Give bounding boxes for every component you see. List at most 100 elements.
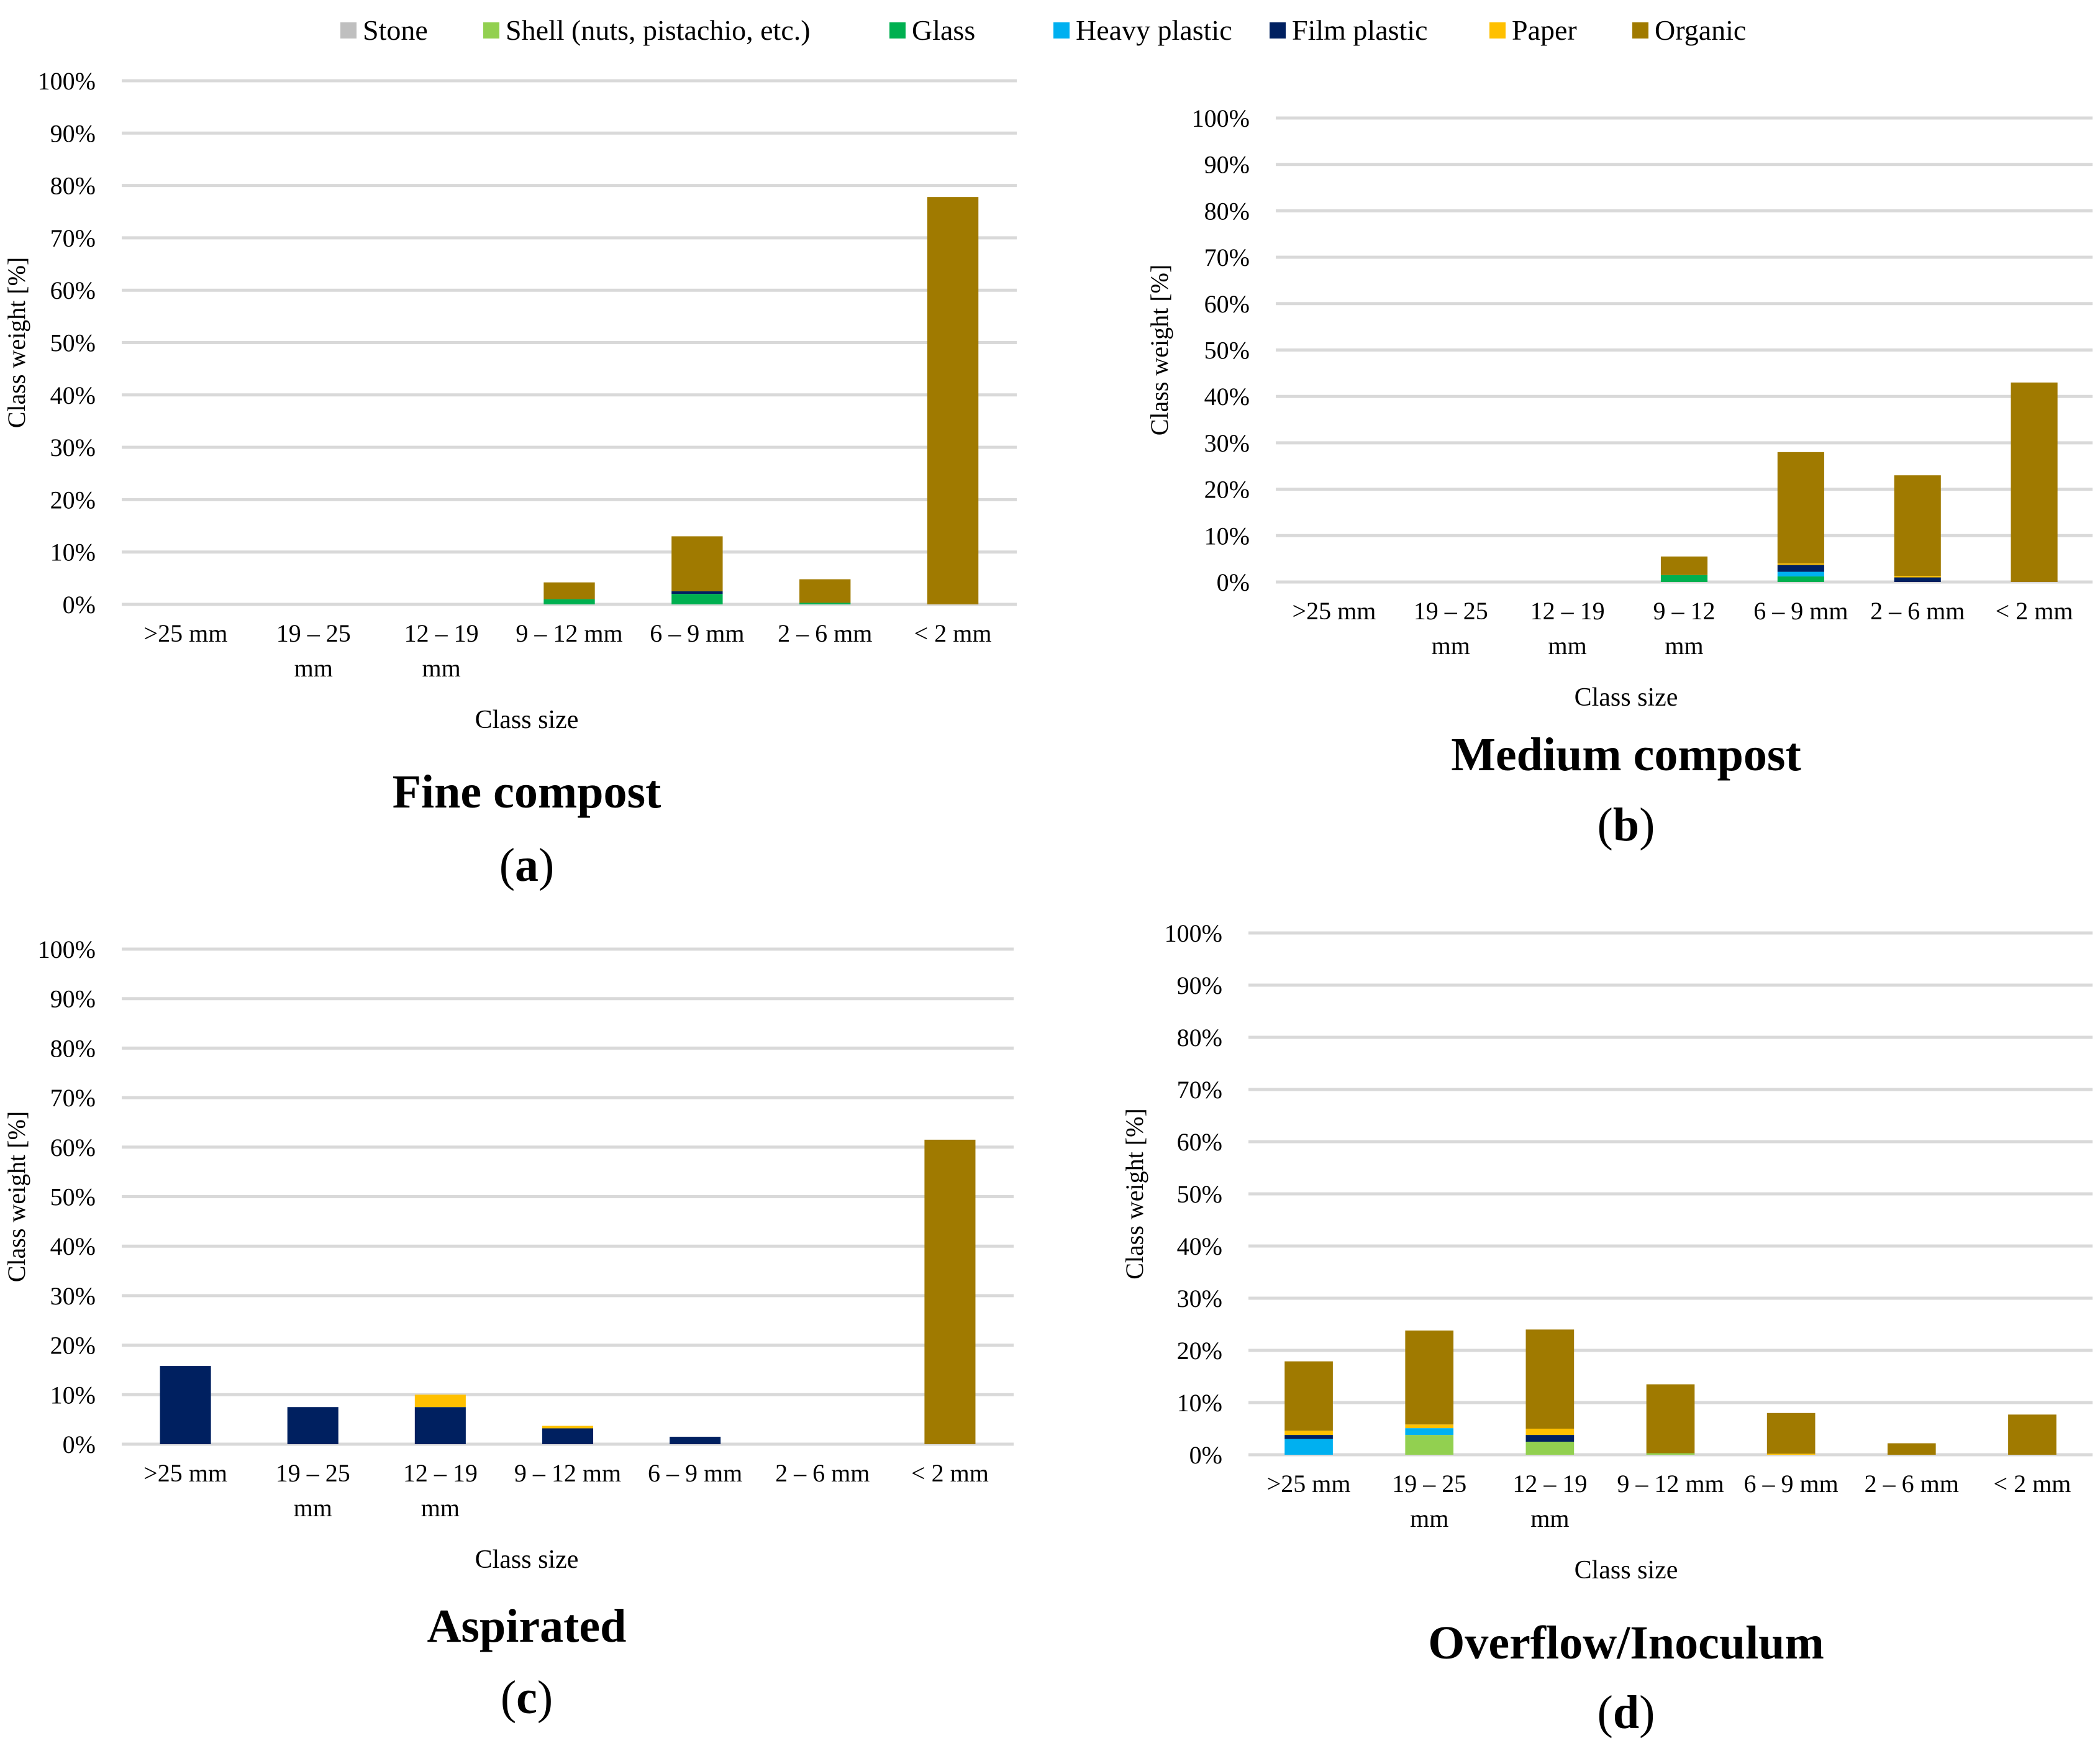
chart-title: Fine compost — [393, 766, 661, 818]
x-tick-label: 9 – 12 mm — [1617, 1470, 1724, 1498]
x-tick-label: 6 – 9 mm — [648, 1459, 742, 1487]
bar-segment-film-plastic — [670, 1437, 721, 1444]
y-tick-label: 90% — [50, 985, 96, 1013]
legend-item-organic: Organic — [1632, 14, 1746, 46]
bar-segment-paper — [1766, 1453, 1816, 1455]
bar-segment-film-plastic — [1777, 565, 1824, 572]
y-tick-label: 70% — [50, 224, 96, 252]
y-tick-label: 10% — [50, 539, 96, 566]
legend: Stone Shell (nuts, pistachio, etc.) Glass H… — [340, 14, 1746, 46]
x-axis-label: Class size — [475, 1545, 579, 1574]
legend-item-paper: Paper — [1489, 14, 1577, 46]
y-tick-label: 100% — [1192, 104, 1250, 132]
x-tick-label: >25 mm — [1293, 597, 1376, 625]
bar-segment-organic — [2008, 1414, 2057, 1455]
x-tick-label: 12 – 19 mm — [1530, 597, 1605, 660]
legend-item-stone: Stone — [340, 14, 428, 46]
y-tick-label: 30% — [50, 434, 96, 462]
chart-title: Overflow/Inoculum — [1428, 1617, 1824, 1669]
y-tick-label: 10% — [1177, 1389, 1222, 1417]
y-axis-label: Class weight [%] — [1145, 265, 1173, 436]
y-tick-label: 0% — [1189, 1441, 1222, 1469]
y-tick-label: 90% — [50, 119, 96, 147]
legend-label: Film plastic — [1292, 14, 1428, 46]
x-tick-label: >25 mm — [144, 619, 228, 647]
x-tick-label: 12 – 19 mm — [404, 619, 479, 682]
bar-segment-glass — [671, 594, 723, 604]
x-tick-label: 6 – 9 mm — [650, 619, 744, 647]
x-axis-label: Class size — [1575, 683, 1678, 712]
x-tick-label: < 2 mm — [914, 619, 992, 647]
bar-segment-paper — [1405, 1424, 1454, 1429]
panel-label: (a) — [499, 839, 555, 891]
x-tick-label: >25 mm — [1267, 1470, 1351, 1498]
legend-item-shell-nuts-pistachio-etc: Shell (nuts, pistachio, etc.) — [483, 14, 811, 46]
bar-segment-organic — [671, 536, 723, 591]
y-tick-label: 0% — [63, 1431, 96, 1458]
y-tick-label: 100% — [1165, 919, 1222, 947]
bar-segment-film-plastic — [542, 1428, 594, 1444]
bar-segment-organic — [1660, 556, 1708, 575]
legend-label: Heavy plastic — [1076, 14, 1232, 46]
bar-segment-glass — [543, 599, 595, 604]
bar-segment-glass — [1660, 575, 1708, 582]
x-tick-label: 2 – 6 mm — [778, 619, 872, 647]
y-tick-label: 50% — [1204, 337, 1250, 365]
legend-swatch — [1053, 22, 1070, 39]
x-tick-label: < 2 mm — [911, 1459, 989, 1487]
legend-label: Organic — [1655, 14, 1746, 46]
y-tick-label: 20% — [50, 486, 96, 514]
y-tick-label: 100% — [38, 935, 96, 963]
y-tick-label: 40% — [1177, 1232, 1222, 1260]
bar-segment-organic — [1525, 1329, 1575, 1429]
chart-title: Medium compost — [1451, 729, 1801, 781]
bar-segment-paper — [1777, 563, 1824, 565]
x-tick-label: < 2 mm — [1994, 1470, 2071, 1498]
y-tick-label: 20% — [1177, 1337, 1222, 1365]
y-tick-label: 60% — [1177, 1128, 1222, 1156]
x-tick-label: 12 – 19 mm — [1512, 1470, 1587, 1532]
legend-item-heavy-plastic: Heavy plastic — [1053, 14, 1232, 46]
x-tick-label: 2 – 6 mm — [1865, 1470, 1959, 1498]
bar-segment-heavy-plastic — [1284, 1439, 1333, 1455]
x-tick-label: 6 – 9 mm — [1744, 1470, 1839, 1498]
bar-segment-film-plastic — [160, 1366, 211, 1444]
y-tick-label: 10% — [50, 1381, 96, 1409]
bar-segment-film-plastic — [1894, 577, 1941, 582]
y-tick-label: 70% — [1204, 243, 1250, 271]
bar-segment-film-plastic — [287, 1407, 339, 1444]
y-tick-label: 60% — [50, 276, 96, 304]
x-tick-label: 9 – 12 mm — [514, 1459, 621, 1487]
bar-segment-film-plastic — [1525, 1435, 1575, 1442]
panel-label: (d) — [1598, 1686, 1655, 1739]
legend-label: Paper — [1512, 14, 1577, 46]
y-tick-label: 20% — [50, 1332, 96, 1360]
legend-swatch — [483, 22, 499, 39]
y-tick-label: 30% — [1204, 429, 1250, 457]
y-tick-label: 100% — [38, 67, 96, 95]
bar-segment-organic — [927, 197, 979, 604]
x-tick-label: 12 – 19 mm — [403, 1459, 478, 1522]
chart-panel-fine-compost: 0% 10% 20% 30% 40% 50% 60% 70% 80% 90% 100% >25 mm 1… — [2, 67, 1017, 891]
bar-segment-organic — [1284, 1361, 1333, 1431]
bar-segment-film-plastic — [671, 591, 723, 594]
x-tick-label: 9 – 12 mm — [1653, 597, 1716, 660]
panel-label: (c) — [501, 1672, 553, 1724]
y-tick-label: 30% — [50, 1282, 96, 1310]
bar-segment-paper — [1525, 1429, 1575, 1435]
bar-segment-paper — [414, 1394, 466, 1408]
x-tick-label: 2 – 6 mm — [775, 1459, 870, 1487]
y-tick-label: 80% — [1204, 197, 1250, 225]
bar-segment-shell-nuts-pistachio-etc — [1646, 1453, 1695, 1455]
bar-segment-glass — [1777, 576, 1824, 582]
chart-panel-overflow-inoculum: 0% 10% 20% 30% 40% 50% 60% 70% 80% 90% 100% >25 mm 1… — [1120, 919, 2093, 1739]
bar-segment-shell-nuts-pistachio-etc — [1525, 1442, 1575, 1455]
y-tick-label: 30% — [1177, 1285, 1222, 1312]
y-tick-label: 0% — [1217, 568, 1250, 596]
bar-segment-organic — [1777, 452, 1824, 564]
y-tick-label: 90% — [1204, 151, 1250, 179]
y-tick-label: 40% — [50, 381, 96, 409]
bar-segment-organic — [1894, 475, 1941, 576]
x-tick-label: 19 – 25 mm — [1414, 597, 1488, 660]
y-tick-label: 40% — [1204, 383, 1250, 411]
